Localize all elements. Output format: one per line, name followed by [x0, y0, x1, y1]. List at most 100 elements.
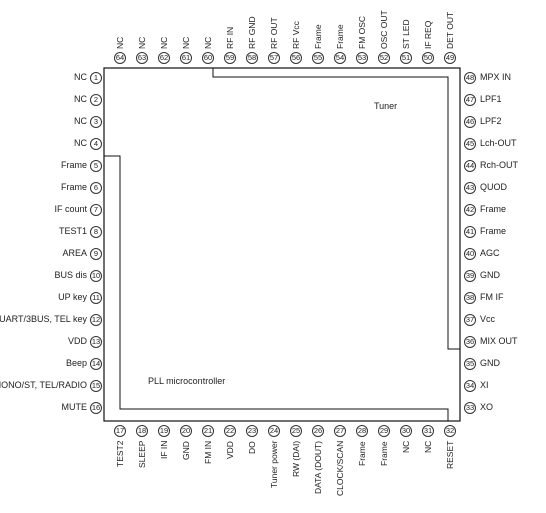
pin-label-17: TEST2 [115, 440, 125, 467]
pin-label-45: Lch-OUT [480, 138, 517, 148]
pin-25: 25 [290, 425, 302, 437]
pin-label-52: OSC OUT [379, 10, 389, 49]
pin-33: 33 [464, 402, 476, 414]
pin-label-20: GND [181, 441, 191, 460]
pin-label-8: TEST1 [58, 226, 87, 236]
pin-label-3: NC [74, 116, 87, 126]
pin-29: 29 [378, 425, 390, 437]
pin-label-12: UART/3BUS, TEL key [0, 314, 87, 324]
pin-12: 12 [90, 314, 102, 326]
pin-45: 45 [464, 138, 476, 150]
pin-label-6: Frame [60, 182, 87, 192]
pin-52: 52 [378, 52, 390, 64]
pin-label-40: AGC [480, 248, 500, 258]
pin-label-59: RF IN [225, 26, 235, 49]
pin-label-7: IF count [54, 204, 87, 214]
pin-label-21: FM IN [203, 440, 213, 464]
pin-label-50: IF REQ [423, 20, 433, 49]
pin-label-37: Vcc [480, 314, 496, 324]
pin-label-1: NC [74, 72, 87, 82]
pin-label-39: GND [480, 270, 500, 280]
pin-57: 57 [268, 52, 280, 64]
pin-label-13: VDD [67, 336, 87, 346]
pin-label-54: Frame [335, 24, 345, 49]
pin-9: 9 [90, 248, 102, 260]
pin-26: 26 [312, 425, 324, 437]
pin-label-27: CLOCK/SCAN [335, 440, 345, 496]
pll-boundary-line [104, 155, 449, 421]
pin-64: 64 [114, 52, 126, 64]
pin-44: 44 [464, 160, 476, 172]
pin-label-43: QUOD [480, 182, 507, 192]
pin-label-63: NC [137, 36, 147, 49]
pin-3: 3 [90, 116, 102, 128]
pin-39: 39 [464, 270, 476, 282]
pin-label-41: Frame [480, 226, 507, 236]
pin-label-61: NC [181, 36, 191, 49]
pin-48: 48 [464, 72, 476, 84]
tuner-region-label: Tuner [374, 101, 398, 111]
pin-20: 20 [180, 425, 192, 437]
pin-60: 60 [202, 52, 214, 64]
pin-19: 19 [158, 425, 170, 437]
pin-label-18: SLEEP [137, 440, 147, 468]
pin-13: 13 [90, 336, 102, 348]
package-outline [103, 67, 461, 422]
pin-2: 2 [90, 94, 102, 106]
pin-label-24: Tuner power [269, 440, 279, 488]
pin-label-36: MIX OUT [480, 336, 518, 346]
pin-label-64: NC [115, 36, 125, 49]
pin-31: 31 [422, 425, 434, 437]
pin-41: 41 [464, 226, 476, 238]
pin-51: 51 [400, 52, 412, 64]
pin-40: 40 [464, 248, 476, 260]
pin-59: 59 [224, 52, 236, 64]
pin-label-30: NC [401, 440, 411, 453]
pin-37: 37 [464, 314, 476, 326]
pin-35: 35 [464, 358, 476, 370]
pin-label-33: XO [480, 402, 494, 412]
pin-5: 5 [90, 160, 102, 172]
pin-label-48: MPX IN [480, 72, 512, 82]
pin-label-46: LPF2 [480, 116, 502, 126]
pin-label-25: RW (DAI) [291, 440, 301, 477]
pin-label-34: XI [480, 380, 489, 390]
pin-label-58: RF GND [247, 16, 257, 49]
pin-label-14: Beep [65, 358, 87, 368]
pin-42: 42 [464, 204, 476, 216]
pin-7: 7 [90, 204, 102, 216]
pin-label-10: BUS dis [54, 270, 87, 280]
pin-label-35: GND [480, 358, 500, 368]
pin-label-38: FM IF [480, 292, 504, 302]
pin-label-16: MUTE [61, 402, 88, 412]
pin-label-55: Frame [313, 24, 323, 49]
pin-label-44: Rch-OUT [480, 160, 518, 170]
pin-label-22: VDD [225, 441, 235, 459]
pin-15: 15 [90, 380, 102, 392]
tuner-boundary-line [212, 68, 460, 350]
pin-27: 27 [334, 425, 346, 437]
pin-11: 11 [90, 292, 102, 304]
pin-43: 43 [464, 182, 476, 194]
pin-47: 47 [464, 94, 476, 106]
pin-36: 36 [464, 336, 476, 348]
pin-10: 10 [90, 270, 102, 282]
pin-18: 18 [136, 425, 148, 437]
pin-16: 16 [90, 402, 102, 414]
pin-23: 23 [246, 425, 258, 437]
pin-label-2: NC [74, 94, 87, 104]
pin-1: 1 [90, 72, 102, 84]
pin-6: 6 [90, 182, 102, 194]
pin-54: 54 [334, 52, 346, 64]
pll-region-label: PLL microcontroller [148, 376, 226, 386]
pin-label-60: NC [203, 36, 213, 49]
pin-63: 63 [136, 52, 148, 64]
pin-46: 46 [464, 116, 476, 128]
pin-62: 62 [158, 52, 170, 64]
pin-label-32: RESET [445, 440, 455, 469]
pin-50: 50 [422, 52, 434, 64]
pin-label-5: Frame [60, 160, 87, 170]
pin-38: 38 [464, 292, 476, 304]
